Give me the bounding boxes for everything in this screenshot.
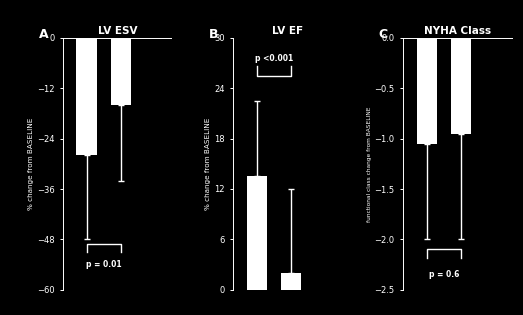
Text: C: C: [379, 28, 388, 41]
Text: p = 0.01: p = 0.01: [86, 260, 122, 269]
Text: A: A: [39, 28, 48, 41]
Text: B: B: [209, 28, 218, 41]
Bar: [76, 38, 97, 155]
Text: p <0.001: p <0.001: [255, 54, 293, 63]
Y-axis label: % change from BASELINE: % change from BASELINE: [28, 117, 34, 210]
Bar: [111, 38, 131, 105]
Text: p = 0.6: p = 0.6: [429, 270, 459, 279]
Y-axis label: % change from BASELINE: % change from BASELINE: [205, 117, 211, 210]
Bar: [281, 273, 301, 290]
Bar: [246, 176, 267, 290]
Title: LV EF: LV EF: [272, 26, 303, 36]
Bar: [416, 38, 437, 144]
Title: NYHA Class: NYHA Class: [424, 26, 491, 36]
Title: LV ESV: LV ESV: [98, 26, 138, 36]
Y-axis label: functional class change from BASELINE: functional class change from BASELINE: [367, 106, 372, 221]
Bar: [451, 38, 471, 134]
